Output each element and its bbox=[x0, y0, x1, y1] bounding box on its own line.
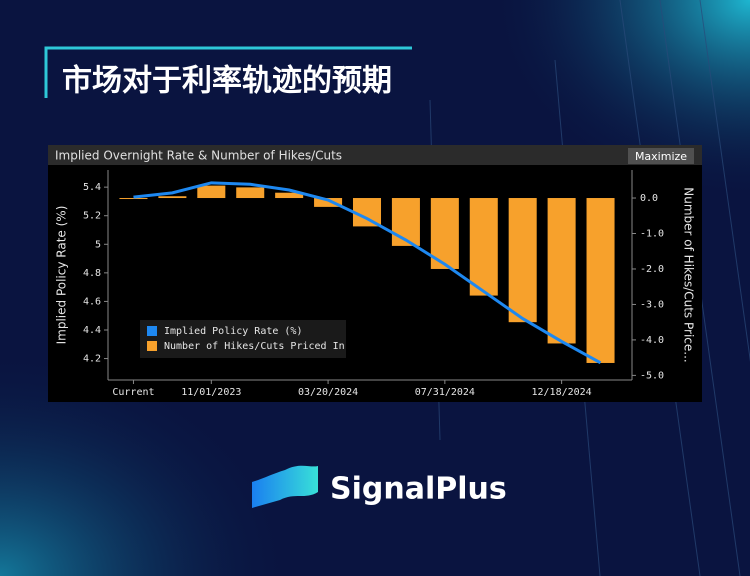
x-tick-label: 07/31/2024 bbox=[415, 387, 475, 398]
panel-header bbox=[48, 145, 702, 165]
x-tick-label: 03/20/2024 bbox=[298, 387, 358, 398]
title-bracket bbox=[44, 46, 412, 98]
bar bbox=[236, 187, 265, 199]
y2-axis-title: Number of Hikes/Cuts Price... bbox=[682, 187, 696, 362]
y2-tick-label: -4.0 bbox=[640, 335, 664, 346]
x-tick-label: 12/18/2024 bbox=[532, 387, 592, 398]
bar bbox=[275, 192, 304, 199]
legend-label: Implied Policy Rate (%) bbox=[164, 326, 302, 337]
bar bbox=[197, 185, 226, 199]
bar bbox=[547, 198, 576, 344]
bar bbox=[508, 198, 537, 323]
y-axis-title: Implied Policy Rate (%) bbox=[55, 206, 69, 345]
line bbox=[133, 181, 602, 365]
bar bbox=[586, 198, 615, 363]
bar bbox=[352, 198, 382, 227]
x-tick-label: Current bbox=[112, 387, 154, 398]
brand-name: SignalPlus bbox=[330, 472, 507, 507]
page-title: 市场对于利率轨迹的预期 bbox=[62, 64, 392, 99]
bar bbox=[391, 198, 420, 246]
y2-tick-label: -5.0 bbox=[640, 370, 664, 381]
bar bbox=[158, 196, 187, 199]
maximize-button[interactable] bbox=[628, 148, 694, 164]
y-tick-label: 5 bbox=[95, 239, 101, 250]
y2-tick-label: -2.0 bbox=[640, 264, 664, 275]
legend-swatch bbox=[147, 341, 157, 351]
bar bbox=[469, 198, 498, 296]
y-tick-label: 4.6 bbox=[83, 296, 101, 307]
y-tick-label: 5.2 bbox=[83, 211, 101, 222]
logo-mark bbox=[252, 465, 318, 508]
y2-tick-label: -3.0 bbox=[640, 299, 664, 310]
chart-title: Implied Overnight Rate & Number of Hikes… bbox=[55, 149, 342, 163]
y-tick-label: 5.4 bbox=[83, 182, 101, 193]
legend-label: Number of Hikes/Cuts Priced In bbox=[164, 341, 345, 352]
y2-tick-label: -1.0 bbox=[640, 228, 664, 239]
y-tick-label: 4.8 bbox=[83, 268, 101, 279]
legend-swatch bbox=[147, 326, 157, 336]
y2-tick-label: 0.0 bbox=[640, 193, 658, 204]
legend-box bbox=[140, 320, 346, 358]
bar bbox=[314, 198, 343, 207]
legend: Implied Policy Rate (%) Number of Hikes/C… bbox=[140, 320, 346, 358]
y-tick-label: 4.2 bbox=[83, 354, 101, 365]
y-tick-label: 4.4 bbox=[83, 325, 101, 336]
x-tick-label: 11/01/2023 bbox=[181, 387, 241, 398]
bar bbox=[119, 198, 148, 200]
maximize-label[interactable]: Maximize bbox=[635, 150, 687, 163]
